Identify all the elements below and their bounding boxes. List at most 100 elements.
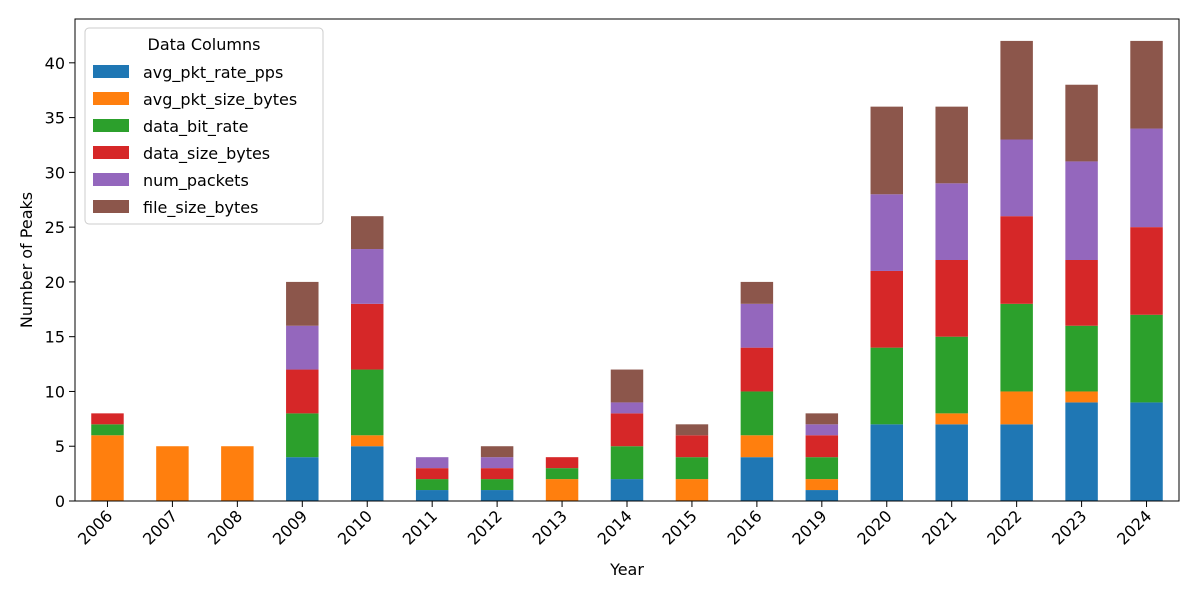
- bar-avg_pkt_size_bytes-2015: [675, 479, 709, 501]
- bar-data_size_bytes-2023: [1065, 260, 1098, 326]
- bar-file_size_bytes-2021: [935, 106, 968, 184]
- bar-file_size_bytes-2020: [870, 106, 903, 195]
- x-tick-label: 2024: [1113, 506, 1155, 548]
- y-axis: 0 5 10 15 20 25 30 35 40: [45, 54, 75, 511]
- y-tick-label: 35: [45, 109, 65, 128]
- bar-avg_pkt_rate_pps-2019: [805, 490, 839, 501]
- y-tick-label: 40: [45, 54, 65, 73]
- bar-num_packets-2011: [415, 457, 449, 469]
- bar-data_size_bytes-2012: [480, 468, 514, 480]
- x-tick-label: 2021: [918, 506, 960, 548]
- bar-data_bit_rate-2020: [870, 347, 903, 425]
- bar-avg_pkt_rate_pps-2011: [415, 490, 449, 501]
- bar-avg_pkt_size_bytes-2019: [805, 479, 839, 491]
- bar-data_size_bytes-2020: [870, 270, 903, 348]
- y-tick-label: 10: [45, 382, 65, 401]
- bar-data_size_bytes-2022: [1000, 216, 1033, 304]
- bar-avg_pkt_rate_pps-2016: [740, 457, 774, 501]
- x-axis: 2006 2007 2008 2009 2010 2011 2012 2013 2014 2015…: [74, 501, 1155, 549]
- legend-frame: [84, 27, 324, 225]
- legend-label-avg_pkt_rate_pps: avg_pkt_rate_pps: [143, 63, 283, 83]
- bar-file_size_bytes-2019: [805, 413, 839, 425]
- bar-data_size_bytes-2010: [351, 303, 384, 370]
- x-tick-label: 2008: [204, 506, 246, 548]
- legend-label-num_packets: num_packets: [143, 171, 249, 191]
- bar-avg_pkt_size_bytes-2022: [1000, 391, 1033, 425]
- bar-data_bit_rate-2009: [286, 413, 319, 458]
- bar-data_bit_rate-2012: [480, 479, 514, 491]
- bar-avg_pkt_size_bytes-2008: [221, 446, 254, 501]
- bar-file_size_bytes-2014: [610, 369, 644, 403]
- bar-data_size_bytes-2014: [610, 413, 644, 447]
- bar-data_bit_rate-2016: [740, 391, 774, 436]
- bar-data_size_bytes-2019: [805, 435, 839, 458]
- bar-data_bit_rate-2019: [805, 457, 839, 480]
- bar-data_bit_rate-2011: [415, 479, 449, 491]
- legend-swatch-avg_pkt_size_bytes: [93, 92, 129, 105]
- bar-file_size_bytes-2010: [351, 216, 384, 250]
- y-tick-label: 5: [55, 437, 65, 456]
- bar-avg_pkt_rate_pps-2021: [935, 424, 968, 501]
- bar-avg_pkt_rate_pps-2012: [480, 490, 514, 501]
- bar-data_bit_rate-2013: [545, 468, 579, 480]
- bar-num_packets-2010: [351, 249, 384, 304]
- x-tick-label: 2019: [788, 506, 830, 548]
- bar-file_size_bytes-2023: [1065, 84, 1098, 162]
- bar-avg_pkt_size_bytes-2023: [1065, 391, 1098, 403]
- bar-data_size_bytes-2016: [740, 347, 774, 392]
- y-tick-label: 0: [55, 492, 65, 511]
- bar-data_size_bytes-2021: [935, 260, 968, 337]
- bar-data_bit_rate-2024: [1130, 314, 1163, 403]
- bar-data_size_bytes-2011: [415, 468, 449, 480]
- bars-layer: [91, 40, 1163, 501]
- x-tick-label: 2006: [74, 506, 116, 548]
- bar-data_bit_rate-2022: [1000, 303, 1033, 392]
- bar-num_packets-2021: [935, 183, 968, 260]
- legend-label-file_size_bytes: file_size_bytes: [143, 198, 258, 218]
- x-tick-label: 2011: [399, 506, 441, 548]
- x-tick-label: 2023: [1048, 506, 1090, 548]
- bar-file_size_bytes-2015: [675, 424, 709, 436]
- legend-swatch-data_size_bytes: [93, 146, 129, 159]
- legend-label-data_size_bytes: data_size_bytes: [143, 144, 270, 164]
- bar-avg_pkt_rate_pps-2009: [286, 457, 319, 501]
- bar-data_bit_rate-2015: [675, 457, 709, 480]
- bar-num_packets-2009: [286, 325, 319, 370]
- bar-data_bit_rate-2006: [91, 424, 124, 436]
- plot-frame: [74, 18, 1180, 502]
- bar-num_packets-2020: [870, 194, 903, 271]
- bar-num_packets-2012: [480, 457, 514, 469]
- legend-swatch-file_size_bytes: [93, 200, 129, 213]
- legend-swatch-avg_pkt_rate_pps: [93, 65, 129, 78]
- y-axis-title: Number of Peaks: [17, 192, 36, 328]
- bar-data_bit_rate-2010: [351, 369, 384, 436]
- bar-avg_pkt_size_bytes-2013: [545, 479, 579, 501]
- bar-avg_pkt_rate_pps-2020: [870, 424, 903, 501]
- bar-avg_pkt_rate_pps-2024: [1130, 402, 1163, 501]
- x-axis-title: Year: [609, 560, 644, 579]
- bar-data_bit_rate-2023: [1065, 325, 1098, 392]
- bar-data_size_bytes-2013: [545, 457, 579, 469]
- bar-avg_pkt_rate_pps-2023: [1065, 402, 1098, 501]
- legend-label-data_bit_rate: data_bit_rate: [143, 117, 248, 137]
- bar-file_size_bytes-2024: [1130, 40, 1163, 129]
- bar-num_packets-2016: [740, 303, 774, 348]
- y-tick-label: 20: [45, 273, 65, 292]
- bar-avg_pkt_rate_pps-2022: [1000, 424, 1033, 501]
- x-tick-label: 2015: [659, 506, 701, 548]
- x-tick-label: 2007: [139, 506, 181, 548]
- bar-data_bit_rate-2014: [610, 446, 644, 480]
- bar-avg_pkt_size_bytes-2010: [351, 435, 384, 447]
- bar-num_packets-2023: [1065, 161, 1098, 260]
- bar-data_bit_rate-2021: [935, 336, 968, 414]
- x-tick-label: 2016: [723, 506, 765, 548]
- bar-file_size_bytes-2009: [286, 281, 319, 326]
- bar-num_packets-2022: [1000, 139, 1033, 217]
- bar-num_packets-2024: [1130, 128, 1163, 228]
- x-tick-label: 2009: [269, 506, 311, 548]
- bar-num_packets-2019: [805, 424, 839, 436]
- bar-data_size_bytes-2006: [91, 413, 124, 425]
- bar-data_size_bytes-2024: [1130, 227, 1163, 315]
- bar-file_size_bytes-2012: [480, 446, 514, 458]
- legend: Data Columns avg_pkt_rate_pps avg_pkt_siz…: [84, 27, 324, 225]
